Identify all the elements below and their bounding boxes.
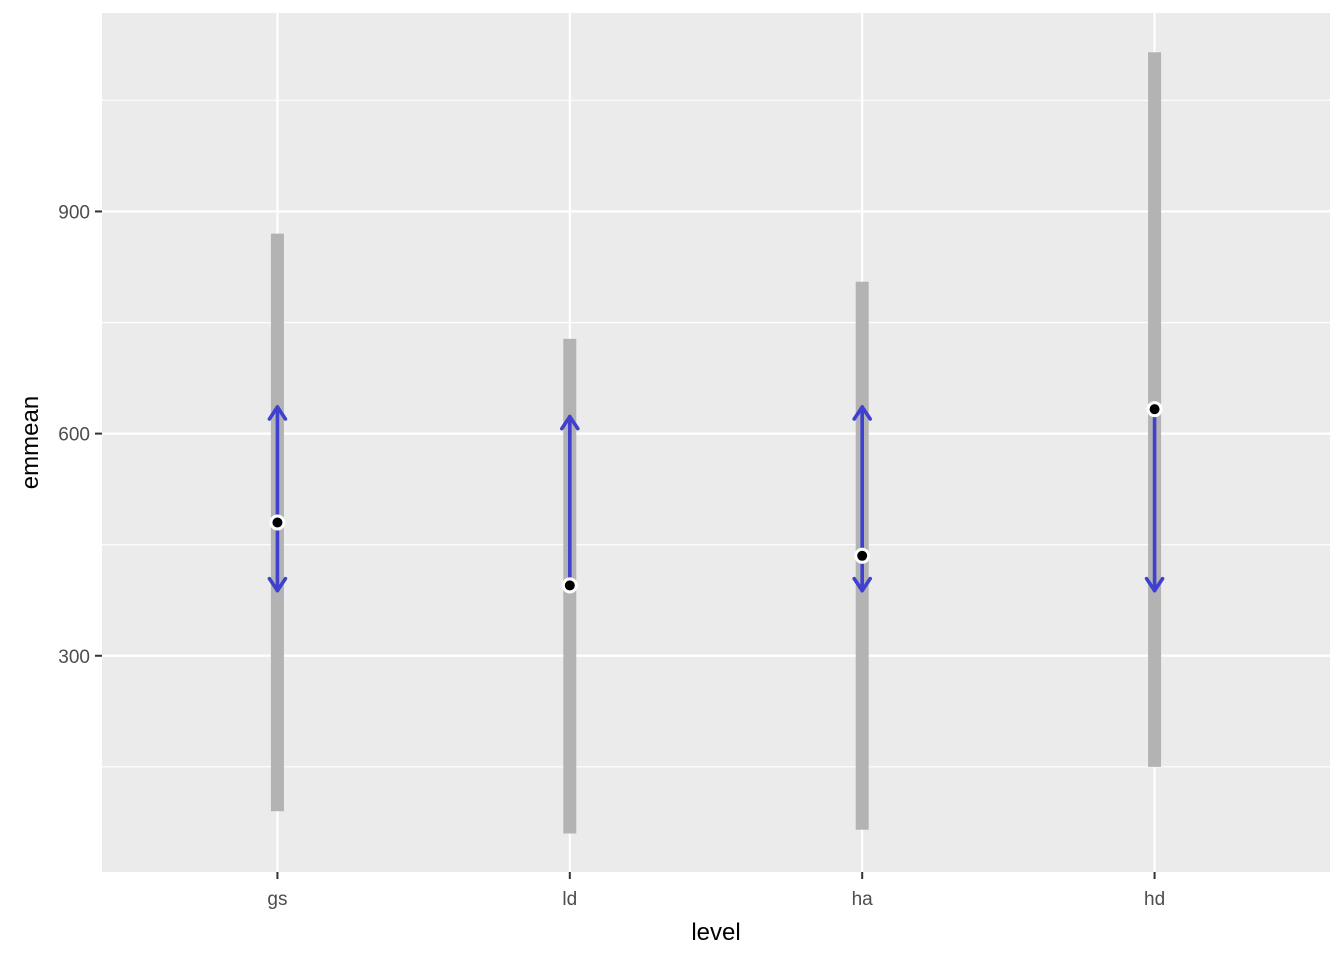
arrow-up-gs: [267, 405, 288, 525]
arrow-up-ld-head: [560, 414, 580, 431]
y-axis: 300 600 900: [58, 202, 102, 668]
x-tick-label-hd: hd: [1144, 889, 1165, 910]
y-axis-title: emmean: [17, 396, 44, 489]
minor-grid: [102, 99, 1330, 768]
arrow-down-hd-head: [1144, 576, 1165, 593]
x-tick-label-ha: ha: [852, 889, 874, 910]
plot-panel: [102, 13, 1330, 872]
emmean-points: [269, 401, 1163, 594]
x-axis: gs ld ha hd: [267, 872, 1165, 910]
y-tick-label: 600: [58, 425, 90, 446]
arrow-down-gs: [267, 520, 288, 593]
arrow-up-ha: [852, 405, 872, 558]
arrow-down-hd: [1144, 407, 1165, 593]
x-tick-label-ld: ld: [562, 889, 577, 910]
arrow-up-gs-head: [267, 405, 288, 421]
arrow-up-ld: [560, 414, 580, 588]
arrow-down-gs-head: [267, 576, 288, 593]
emmean-point-hd: [1146, 401, 1163, 418]
arrow-down-ha-head: [852, 576, 872, 593]
emmean-point-ld: [561, 577, 578, 594]
y-tick-label: 300: [58, 647, 90, 668]
emmean-point-ha: [854, 547, 871, 564]
y-tick-label: 900: [58, 202, 90, 223]
x-tick-label-gs: gs: [267, 889, 287, 910]
emmean-point-gs: [269, 514, 286, 531]
comparison-arrows: [267, 405, 1165, 593]
arrow-up-ha-head: [852, 405, 872, 421]
x-axis-title: level: [691, 919, 740, 946]
